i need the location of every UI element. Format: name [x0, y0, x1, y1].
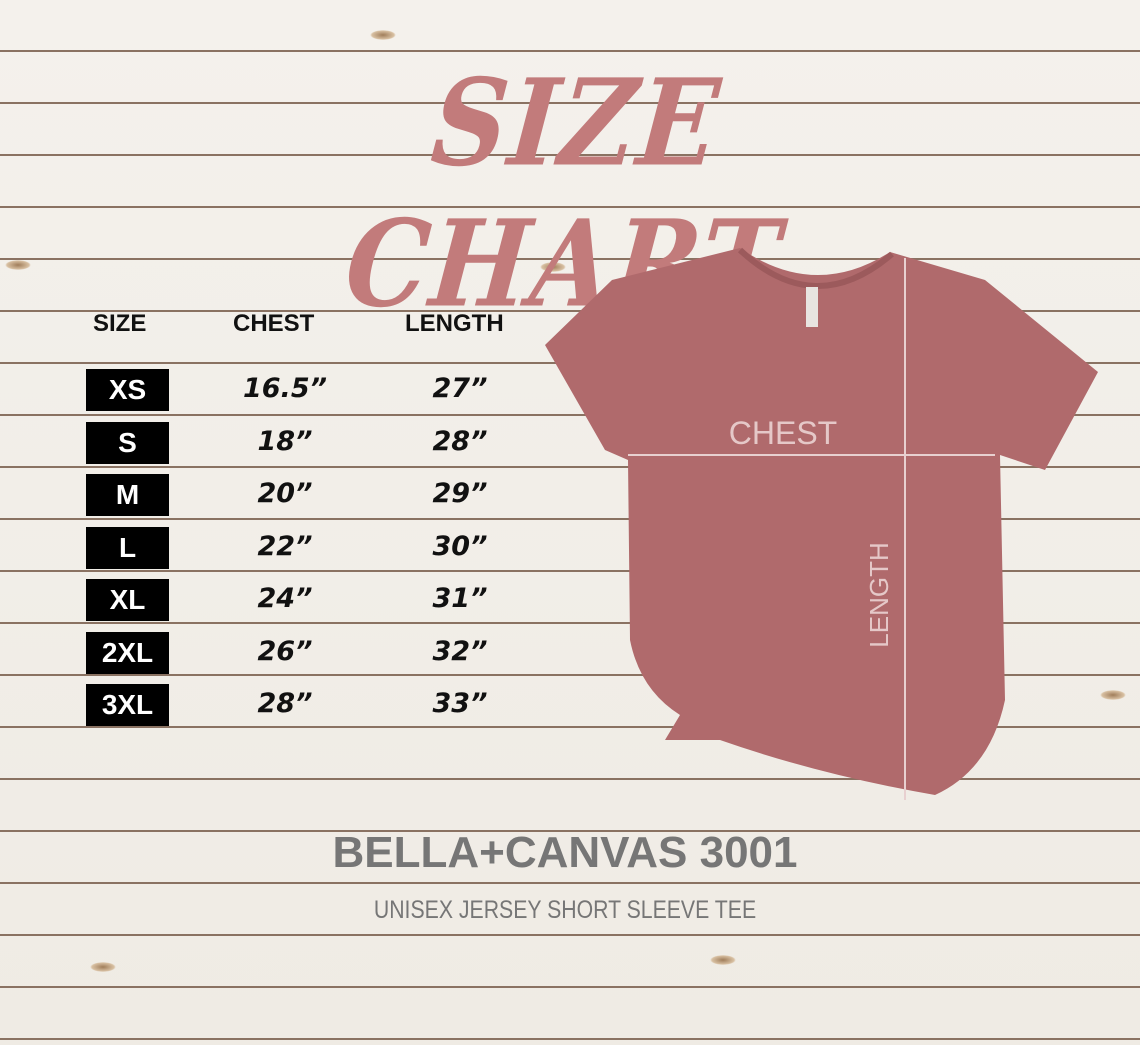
length-value: 31”: [432, 583, 488, 614]
size-s: S: [86, 421, 169, 464]
length-value: 29”: [432, 478, 488, 509]
header-chest: CHEST: [233, 310, 315, 337]
length-value: 32”: [432, 635, 488, 667]
chest-value: 18”: [257, 425, 313, 457]
size-3xl: 3XL: [86, 684, 169, 726]
chest-value: 26”: [257, 635, 313, 667]
wood-knot: [370, 30, 396, 40]
chest-value: 24”: [257, 583, 313, 614]
wood-knot: [5, 260, 31, 270]
size-m: M: [86, 474, 169, 516]
chest-value: 28”: [257, 688, 313, 719]
size-2xl: 2XL: [86, 631, 169, 674]
size-l: L: [86, 526, 169, 569]
tshirt-shape: [545, 248, 1098, 795]
length-value: 27”: [432, 373, 488, 404]
brand-name: BELLA+CANVAS 3001: [332, 828, 798, 877]
chest-label: CHEST: [729, 415, 837, 451]
size-xs: XS: [86, 369, 169, 411]
chest-value: 22”: [257, 530, 313, 562]
size-xl: XL: [86, 579, 169, 621]
length-label: LENGTH: [864, 542, 894, 647]
length-value: 33”: [432, 688, 488, 719]
shirt-tag: [806, 287, 818, 327]
product-subtitle: UNISEX JERSEY SHORT SLEEVE TEE: [373, 896, 757, 924]
wood-knot: [540, 262, 566, 272]
length-value: 30”: [432, 530, 488, 562]
chest-value: 20”: [257, 478, 313, 509]
header-size: SIZE: [93, 310, 147, 337]
length-value: 28”: [432, 425, 488, 457]
header-length: LENGTH: [405, 310, 504, 337]
chest-value: 16.5”: [242, 373, 327, 404]
wood-knot: [710, 955, 736, 965]
wood-knot: [1100, 690, 1126, 700]
collar: [737, 247, 894, 289]
wood-knot: [90, 962, 116, 972]
